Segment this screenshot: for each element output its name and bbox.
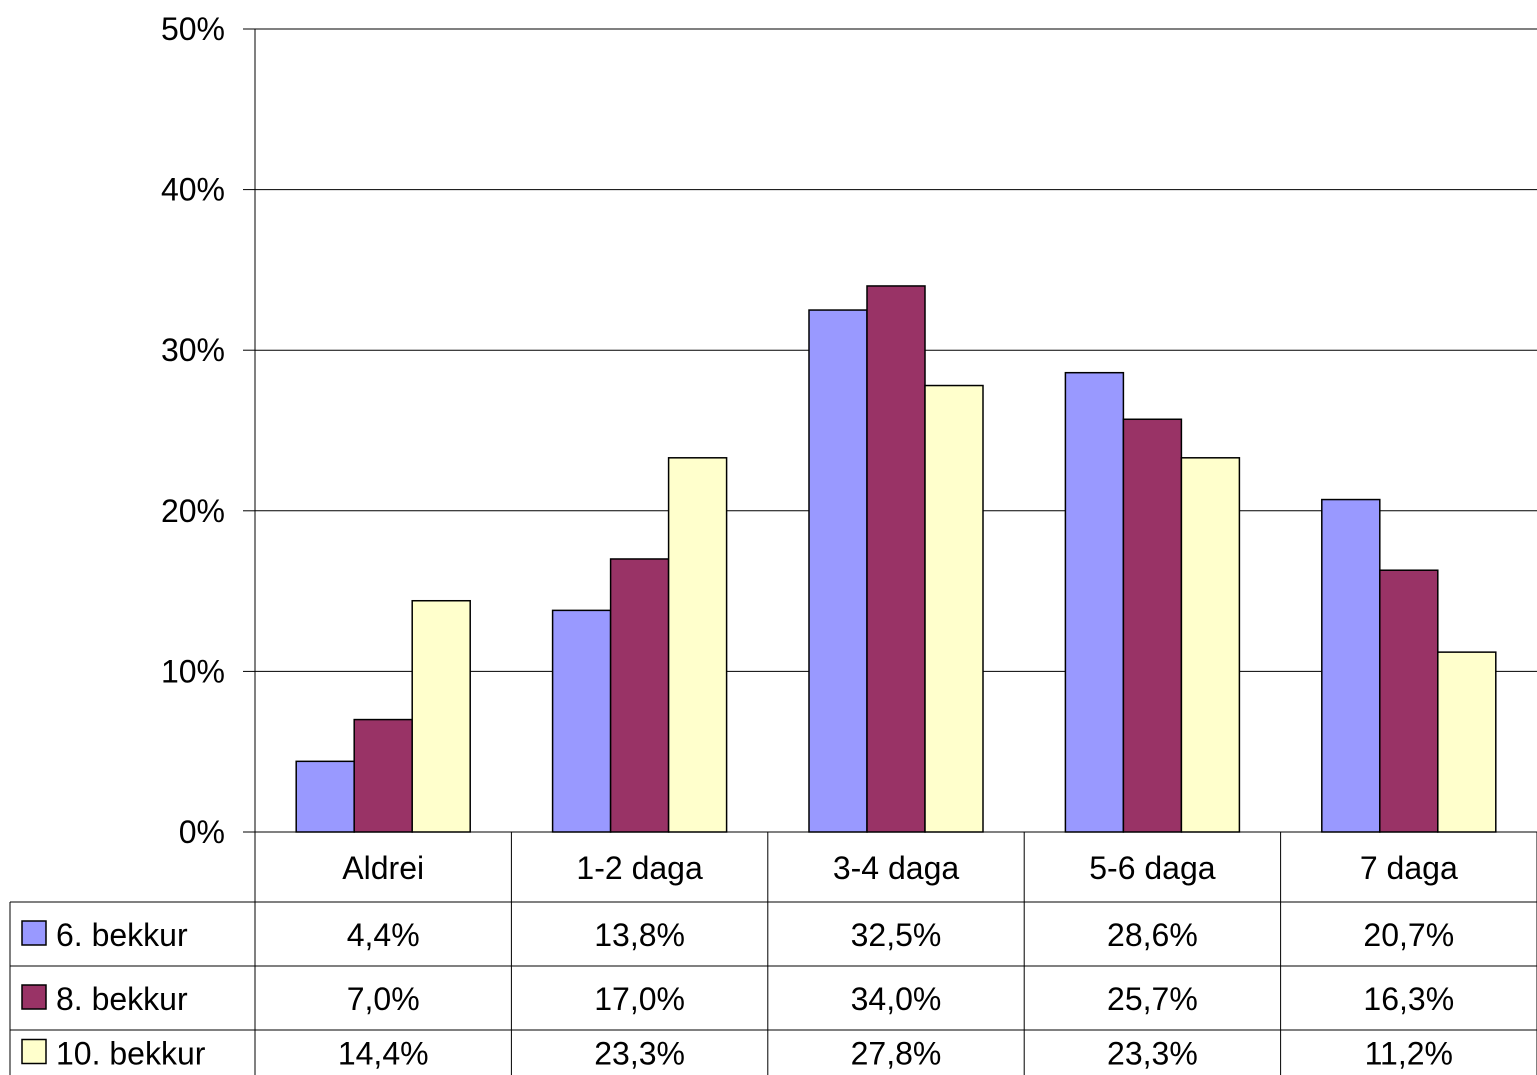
data-value-label: 11,2%: [1365, 1036, 1453, 1072]
y-tick-label: 0%: [179, 814, 225, 850]
legend-swatch-2: [21, 984, 47, 1010]
legend-label-2: 8. bekkur: [56, 981, 188, 1017]
data-value-label: 20,7%: [1363, 917, 1454, 953]
bar-3-1: [411, 599, 471, 833]
data-value-label: 4,4%: [347, 917, 420, 953]
bar-1-2: [551, 609, 612, 833]
legend-swatch-3: [21, 1038, 47, 1065]
bar-1-3: [808, 309, 868, 833]
y-tick-label: 10%: [161, 653, 225, 689]
data-value-label: 23,3%: [594, 1036, 685, 1072]
data-value-label: 7,0%: [347, 981, 420, 1017]
y-tick-label: 40%: [161, 172, 225, 208]
category-label: 1-2 daga: [576, 850, 703, 886]
y-tick-label: 30%: [161, 332, 225, 368]
data-value-label: 25,7%: [1107, 981, 1198, 1017]
category-label: Aldrei: [342, 850, 424, 886]
category-label: 3-4 daga: [833, 850, 960, 886]
data-value-label: 32,5%: [851, 917, 942, 953]
legend-label-1: 6. bekkur: [56, 917, 188, 953]
y-tick-label: 50%: [161, 11, 225, 47]
y-tick-label: 20%: [161, 493, 225, 529]
bar-2-4: [1122, 418, 1183, 833]
bar-3-5: [1437, 651, 1497, 833]
axes: 0% 10% 20% 30% 40% 50%: [161, 11, 256, 850]
bar-1-4: [1064, 371, 1125, 833]
bar-2-5: [1379, 569, 1439, 833]
legend-label-3: 10. bekkur: [56, 1036, 206, 1072]
data-value-label: 28,6%: [1107, 917, 1198, 953]
data-value-label: 13,8%: [594, 917, 685, 953]
bar-3-4: [1180, 457, 1241, 833]
bar-3-3: [924, 384, 984, 833]
data-value-label: 16,3%: [1363, 981, 1454, 1017]
bar-2-1: [353, 718, 413, 833]
data-value-label: 14,4%: [338, 1036, 429, 1072]
bar-1-5: [1321, 498, 1381, 833]
legend-swatch-1: [21, 920, 47, 946]
data-value-label: 17,0%: [594, 981, 685, 1017]
bar-2-2: [609, 558, 670, 833]
data-value-label: 23,3%: [1107, 1036, 1198, 1072]
bars: [295, 285, 1497, 833]
bar-3-2: [667, 457, 728, 833]
data-value-label: 27,8%: [851, 1036, 942, 1072]
bar-1-1: [295, 760, 355, 833]
category-label: 7 daga: [1360, 850, 1458, 886]
bar-2-3: [866, 285, 926, 833]
data-value-label: 34,0%: [851, 981, 942, 1017]
category-label: 5-6 daga: [1089, 850, 1216, 886]
data-table: Aldrei 1-2 daga 3-4 daga 5-6 daga 7 daga 6. b…: [9, 831, 1537, 1075]
